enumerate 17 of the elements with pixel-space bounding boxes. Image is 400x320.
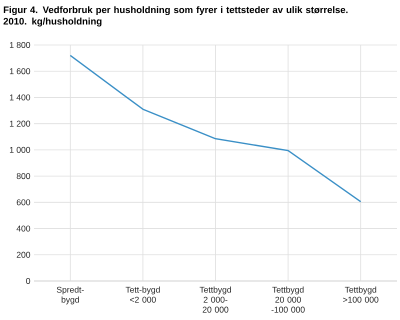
y-tick-label: 1 400 — [10, 94, 30, 100]
y-tick-label: 0 — [26, 278, 30, 284]
y-tick-label: 600 — [16, 199, 30, 206]
chart-title: Figur 4. Vedforbruk per husholdning som fyrer i tettsteder av ulik størrelse. 2010. kg/husholdning — [4, 6, 348, 27]
y-tick-label: 1 600 — [10, 68, 30, 74]
x-tick-label: Tett-bygd <2 000 — [126, 286, 160, 303]
x-tick-label: Tettbygd 2 000-20 000 — [200, 286, 231, 313]
y-tick-label: 1 200 — [10, 120, 30, 127]
x-tick-label: Tettbygd >100 000 — [343, 286, 378, 303]
y-tick-label: 1 000 — [10, 146, 30, 153]
y-tick-label: 400 — [16, 226, 30, 232]
y-tick-label: 800 — [16, 173, 30, 180]
y-tick-label: 200 — [16, 252, 30, 258]
x-tick-label: Spredt-bygd — [56, 286, 84, 304]
line-series — [70, 54, 362, 202]
y-tick-label: 1 800 — [10, 42, 30, 48]
x-tick-label: Tettbygd 20 000 -100 000 — [272, 286, 305, 313]
